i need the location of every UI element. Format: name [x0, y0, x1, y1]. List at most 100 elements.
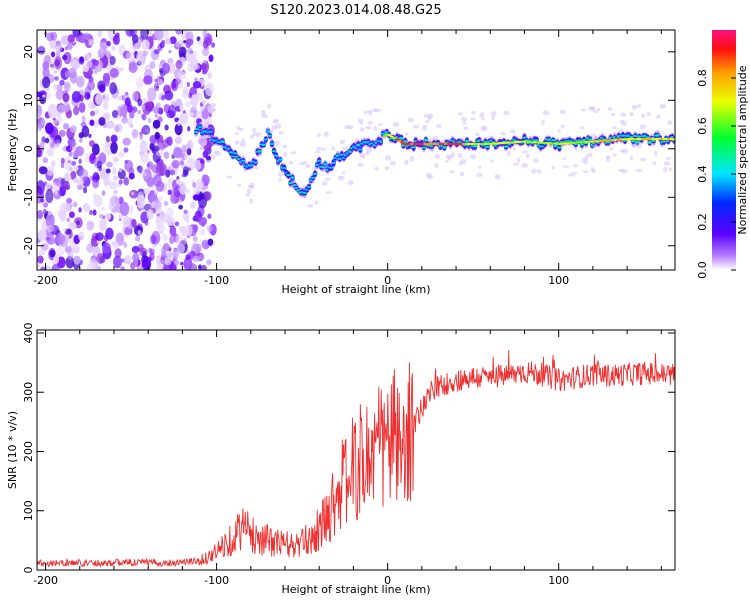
spectrogram-noise-cell — [192, 194, 200, 201]
spectrogram-noise-cell — [147, 117, 152, 123]
spectrogram-speckle — [307, 203, 314, 208]
spectrogram-noise-cell — [207, 72, 213, 79]
spectrogram-frame — [36, 29, 676, 271]
spectrogram-noise-cell — [76, 178, 84, 186]
spectrogram-noise-cell — [175, 136, 183, 144]
spectrogram-noise-cell — [131, 34, 139, 44]
spectrogram-noise-cell — [192, 181, 196, 189]
spectrogram-ylabel: Frequency (Hz) — [6, 109, 19, 192]
spectrogram-noise-cell — [91, 143, 100, 156]
spectrogram-noise-cell — [89, 110, 96, 117]
spectrogram-noise-cell — [104, 212, 112, 221]
spectrogram-noise-cell — [126, 254, 131, 261]
spectrogram-noise-cell — [182, 110, 186, 114]
spectrogram-noise-cell — [56, 247, 65, 257]
spectrogram-noise-cell — [158, 196, 163, 201]
spectrogram-noise-cell — [167, 189, 172, 195]
spectrogram-speckle — [241, 138, 246, 144]
spectrogram-noise-cell — [148, 247, 153, 254]
spectrogram-noise-cell — [65, 256, 75, 269]
spectrogram-noise-cell — [174, 221, 180, 227]
spectrogram-noise-cell — [123, 177, 130, 186]
spectrogram-noise-cell — [67, 34, 75, 43]
spectrogram-speckle — [621, 120, 627, 126]
spectrogram-noise-cell — [92, 209, 97, 216]
spectrogram-noise-cell — [179, 185, 188, 195]
spectrogram-ridge-cell — [378, 140, 384, 143]
spectrogram-noise-cell — [40, 243, 49, 251]
spectrogram-noise-cell — [186, 249, 191, 254]
spectrogram-noise-cell — [39, 92, 47, 105]
spectrogram-noise-cell — [92, 119, 99, 128]
spectrogram-speckle — [639, 124, 646, 130]
spectrogram-noise-cell — [56, 233, 66, 245]
spectrogram-noise-cell — [64, 173, 72, 182]
spectrogram-noise-cell — [62, 54, 68, 61]
spectrogram-ridge-cell — [557, 146, 562, 149]
spectrogram-noise-cell — [193, 224, 199, 233]
spectrogram-noise-cell — [169, 235, 175, 245]
spectrogram-noise-cell — [70, 170, 77, 180]
spectrogram-noise-cell — [108, 181, 118, 190]
spectrogram-noise-cell — [137, 229, 142, 236]
spectrogram-speckle — [596, 108, 601, 112]
spectrogram-ridge-cell — [485, 146, 490, 148]
spectrogram-speckle — [580, 108, 586, 112]
spectrogram-noise-cell — [145, 128, 149, 133]
spectrogram-speckle — [542, 110, 550, 116]
spectrogram-ridge-cell — [232, 152, 238, 155]
spectrogram-ridge-cell — [261, 143, 267, 146]
spectrogram-noise-cell — [86, 220, 95, 232]
spectrogram-noise-cell — [77, 184, 84, 191]
spectrogram-speckle — [512, 162, 520, 166]
spectrogram-speckle — [374, 166, 380, 171]
spectrogram-noise-cell — [83, 186, 88, 194]
spectrogram-noise-cell — [161, 62, 171, 75]
snr-ytick-label: 100 — [22, 500, 35, 521]
spectrogram-noise-cell — [42, 157, 49, 164]
spectrogram-speckle — [494, 174, 501, 180]
spectrogram-noise-cell — [102, 72, 111, 83]
spectrogram-noise-cell — [207, 213, 212, 219]
spectrogram-ridge-cell — [579, 143, 585, 145]
spectrogram-ridge-cell — [278, 158, 283, 161]
spectrogram-noise-cell — [143, 75, 153, 85]
spectrogram-speckle — [425, 120, 429, 124]
spectrogram-noise-cell — [117, 96, 123, 101]
spectrogram-noise-cell — [78, 102, 86, 113]
spectrogram-speckle — [341, 171, 346, 175]
spectrogram-noise-cell — [182, 166, 189, 176]
spectrogram-noise-cell — [112, 156, 119, 163]
spectrogram-speckle — [567, 173, 575, 177]
spectrogram-noise-cell — [60, 35, 70, 46]
spectrogram-speckle — [409, 156, 415, 162]
spectrogram-noise-cell — [45, 189, 54, 204]
colorbar-tick-label: 0.8 — [696, 69, 709, 87]
spectrogram-noise-cell — [78, 31, 83, 36]
spectrogram-noise-cell — [183, 209, 188, 214]
spectrogram-speckle — [607, 107, 613, 112]
spectrogram-noise-cell — [89, 209, 93, 216]
spectrogram-noise-cell — [82, 65, 89, 73]
spectrogram-noise-cell — [76, 220, 80, 226]
spectrogram-speckle — [533, 158, 539, 164]
spectrogram-noise-cell — [206, 225, 213, 233]
spectrogram-noise-cell — [56, 111, 62, 118]
spectrogram-noise-cell — [178, 204, 184, 210]
spectrogram-noise-cell — [85, 40, 89, 44]
spectrogram-speckle — [360, 127, 365, 132]
spectrogram-noise-cell — [49, 38, 58, 49]
spectrogram-noise-cell — [47, 210, 52, 216]
spectrogram-speckle — [211, 154, 216, 160]
spectrogram-noise-cell — [111, 241, 120, 249]
spectrogram-noise-cell — [63, 228, 67, 232]
spectrogram-speckle — [266, 103, 272, 109]
spectrogram-speckle — [619, 149, 626, 153]
spectrogram-noise-cell — [200, 63, 208, 70]
spectrogram-noise-cell — [78, 207, 82, 213]
spectrogram-noise-cell — [97, 30, 102, 38]
spectrogram-noise-cell — [124, 226, 132, 236]
spectrogram-ridge-cell — [620, 135, 626, 137]
spectrogram-noise-cell — [200, 158, 205, 165]
spectrogram-noise-cell — [122, 215, 131, 227]
